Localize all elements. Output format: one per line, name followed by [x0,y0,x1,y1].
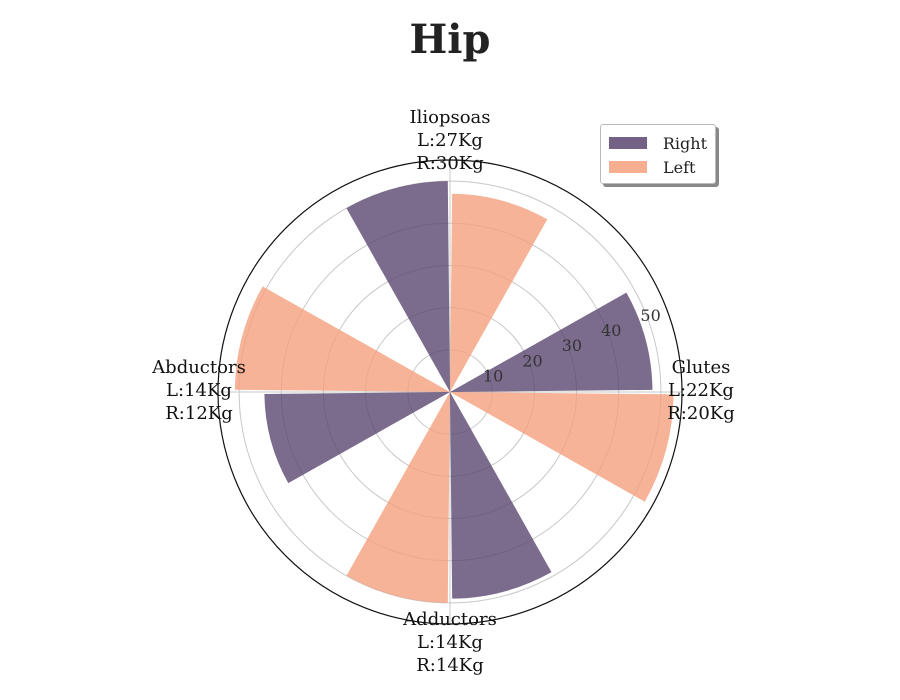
r-tick-label-40: 40 [601,321,621,340]
legend-item-left: Left [609,155,707,179]
bar-left-0 [450,193,548,392]
tick-layer: 10 20 30 40 50 [483,306,661,385]
legend-label-right: Right [662,133,707,153]
category-label-glutes-name: Glutes [672,357,731,378]
category-label-iliopsoas-name: Iliopsoas [409,107,490,128]
category-label-abductors-left: L:14Kg [166,380,232,401]
category-label-iliopsoas-right: R:30Kg [416,153,484,174]
chart-title: Hip [409,16,491,63]
category-label-iliopsoas-left: L:27Kg [417,130,483,151]
category-label-glutes-right: R:20Kg [667,403,735,424]
outer-circle [217,159,683,625]
r-tick-label-20: 20 [522,351,542,370]
category-label-glutes-left: L:22Kg [668,380,734,401]
legend-swatch-right [609,137,647,149]
bar-right-3 [264,392,450,484]
category-label-adductors-right: R:14Kg [416,655,484,676]
legend-swatch-left [609,161,647,173]
bar-right-1 [450,292,653,392]
legend-item-right: Right [609,131,707,155]
legend-label-left: Left [663,157,696,177]
r-tick-label-50: 50 [640,306,660,325]
category-label-abductors-name: Abductors [151,357,246,378]
category-label-adductors-left: L:14Kg [417,632,483,653]
outer-layer [217,159,683,625]
bar-right-0 [346,181,450,392]
grid-layer [218,160,682,624]
category-label-abductors-right: R:12Kg [165,403,233,424]
bar-left-1 [450,392,674,502]
category-label-adductors-name: Adductors [402,609,497,630]
r-tick-label-10: 10 [483,366,503,385]
legend: Right Left [600,124,716,184]
bar-left-3 [234,286,450,392]
bar-left-2 [346,392,450,603]
bar-right-2 [450,392,552,599]
r-tick-label-30: 30 [562,336,582,355]
bar-layer [234,181,674,603]
